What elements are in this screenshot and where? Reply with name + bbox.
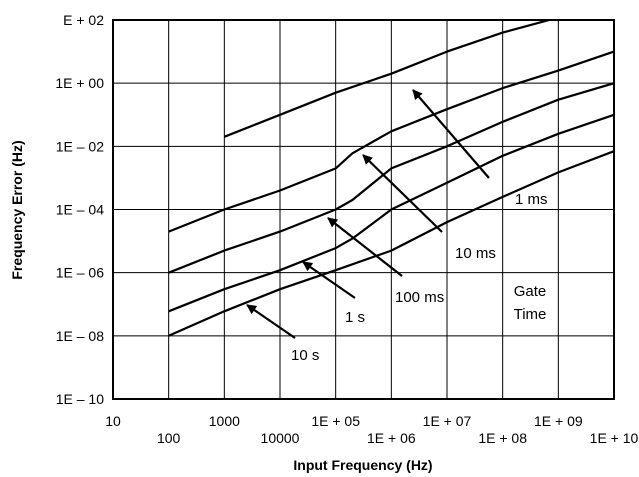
x-tick-label: 1E + 06 — [367, 430, 416, 446]
annotation-label: 100 ms — [395, 289, 444, 306]
x-tick-label: 1E + 08 — [478, 430, 527, 446]
x-tick-label: 100 — [157, 430, 181, 446]
y-tick-label: 1E – 08 — [56, 328, 104, 344]
y-tick-label: 1E + 00 — [55, 75, 104, 91]
x-axis-title: Input Frequency (Hz) — [293, 457, 432, 473]
y-tick-label: 1E – 04 — [56, 202, 104, 218]
x-tick-label: 1000 — [209, 413, 240, 429]
y-tick-label: 1E – 10 — [56, 391, 104, 407]
y-axis-title: Frequency Error (Hz) — [9, 140, 25, 279]
x-tick-label: 10000 — [261, 430, 300, 446]
y-tick-label: 1E – 06 — [56, 265, 104, 281]
x-tick-label: 1E + 07 — [423, 413, 472, 429]
y-tick-label: 1E – 02 — [56, 138, 104, 154]
x-tick-label: 10 — [105, 413, 121, 429]
annotation-label: Gate — [514, 283, 547, 300]
annotation-label: Time — [514, 306, 547, 323]
y-tick-label: E + 02 — [63, 12, 104, 28]
annotation-label: 1 s — [345, 309, 365, 326]
x-tick-label: 1E + 09 — [534, 413, 583, 429]
annotation-label: 10 ms — [455, 245, 496, 262]
x-tick-label: 1E + 05 — [311, 413, 360, 429]
annotation-label: 10 s — [291, 347, 319, 364]
x-tick-labels: 10 100 1000 10000 1E + 05 1E + 06 1E + 07 1E + … — [105, 413, 638, 446]
y-tick-labels: E + 02 1E + 00 1E – 02 1E – 04 1E – 06 1E – 0… — [55, 12, 104, 407]
annotation-label: 1 ms — [515, 191, 548, 208]
x-tick-label: 1E + 10 — [590, 430, 639, 446]
